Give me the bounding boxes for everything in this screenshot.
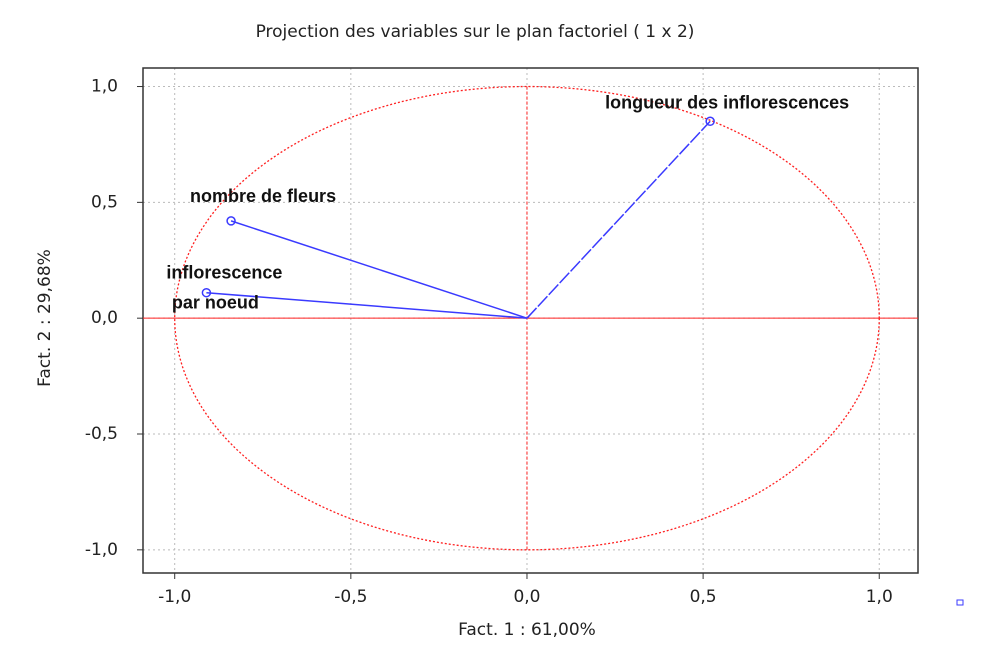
x-tick-label: 1,0 [866,587,893,607]
point-label-line: nombre de fleurs [190,186,336,206]
chart-title: Projection des variables sur le plan fac… [256,22,695,42]
plot-frame [142,67,919,574]
y-axis-label: Fact. 2 : 29,68% [35,249,55,387]
point-label-line: par noeud [172,292,259,312]
y-tick-label: -0,5 [85,424,118,444]
vector [206,291,528,319]
point-label: inflorescence par noeud [166,262,282,312]
point [226,216,236,226]
y-tick-label: 1,0 [91,77,118,97]
vector [526,120,711,319]
point-label: nombre de fleurs [190,186,336,206]
x-tick-label: 0,5 [690,587,717,607]
x-tick-label: -0,5 [334,587,367,607]
point [705,116,715,127]
point [201,287,212,298]
x-tick-label: 0,0 [513,587,540,607]
x-tick-label: -1,0 [158,587,191,607]
vector [230,220,528,319]
unit-circle [174,85,880,551]
y-tick-label: -1,0 [85,540,118,560]
point-label-line: inflorescence [166,262,282,282]
point-label: longueur des inflorescences [605,92,849,112]
y-tick-label: 0,5 [91,192,118,212]
legend-marker [956,599,964,606]
y-tick-label: 0,0 [91,308,118,328]
x-axis-label: Fact. 1 : 61,00% [458,620,596,640]
point-label-line: longueur des inflorescences [605,92,849,112]
